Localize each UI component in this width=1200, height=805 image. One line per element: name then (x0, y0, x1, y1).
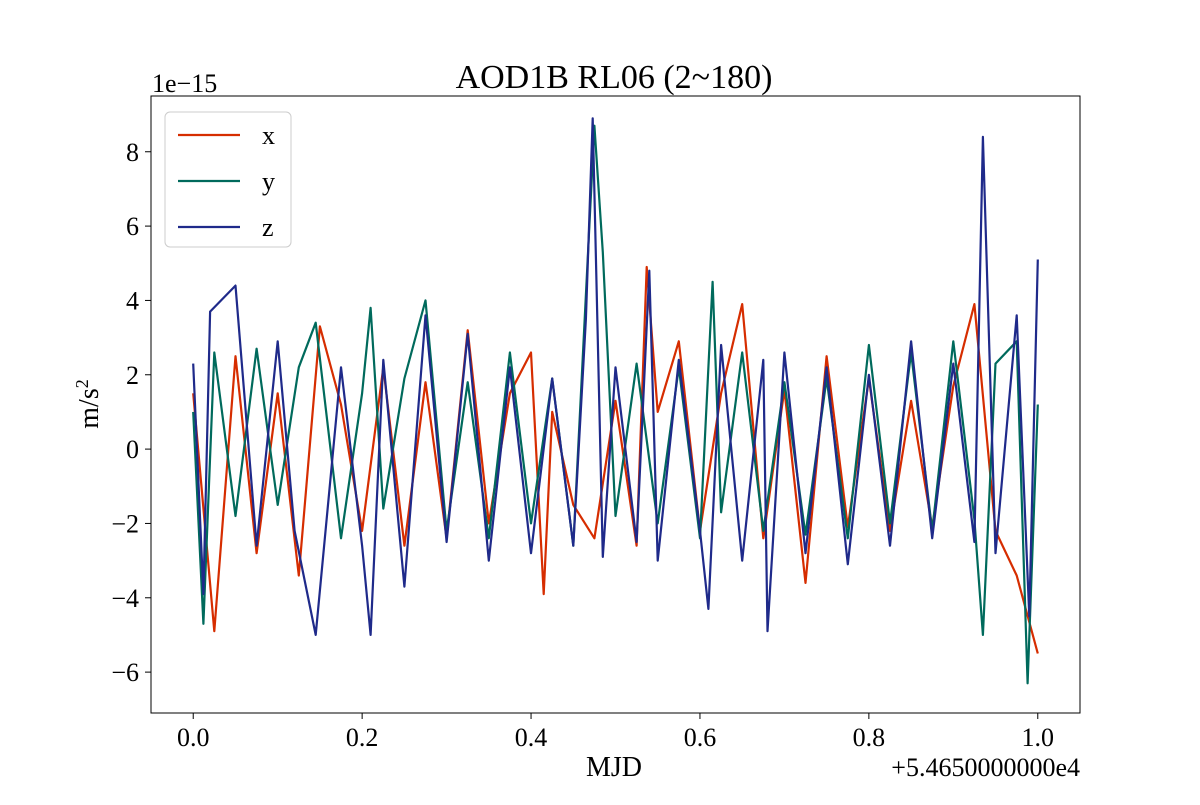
x-axis-offset: +5.4650000000e4 (891, 753, 1080, 782)
plot-frame (150, 95, 1081, 714)
x-tick-label: 0.0 (177, 723, 210, 752)
y-axis-label-exponent: 2 (72, 379, 92, 388)
y-tick-label: 2 (126, 361, 139, 390)
x-tick-label: 0.4 (515, 723, 548, 752)
y-tick-label: −6 (111, 658, 139, 687)
x-tick-label: 0.6 (684, 723, 717, 752)
y-axis-label-unit: m/s (74, 388, 105, 428)
x-tick-label: 1.0 (1022, 723, 1055, 752)
x-axis-label: MJD (586, 752, 642, 783)
y-tick-label: −2 (111, 509, 139, 538)
legend-label-z: z (262, 213, 274, 242)
y-axis: −6 −4 −2 0 2 4 6 8 (111, 138, 151, 687)
y-tick-label: 0 (126, 435, 139, 464)
legend-label-x: x (262, 121, 275, 150)
y-axis-multiplier: 1e−15 (152, 69, 217, 98)
series-line-z (192, 117, 1039, 637)
y-tick-label: −4 (111, 584, 139, 613)
y-tick-label: 6 (126, 212, 139, 241)
y-tick-label: 8 (126, 138, 139, 167)
x-axis: 0.0 0.2 0.4 0.6 0.8 1.0 (177, 713, 1054, 752)
legend: xyz (164, 111, 292, 248)
plot-area (192, 117, 1039, 685)
y-tick-label: 4 (126, 286, 139, 315)
chart-title: AOD1B RL06 (2~180) (456, 59, 773, 96)
x-tick-label: 0.2 (346, 723, 379, 752)
series-line-x (192, 265, 1039, 654)
x-tick-label: 0.8 (853, 723, 886, 752)
y-axis-label: m/s2 (72, 379, 105, 428)
legend-box (164, 111, 292, 248)
legend-label-y: y (262, 167, 275, 196)
